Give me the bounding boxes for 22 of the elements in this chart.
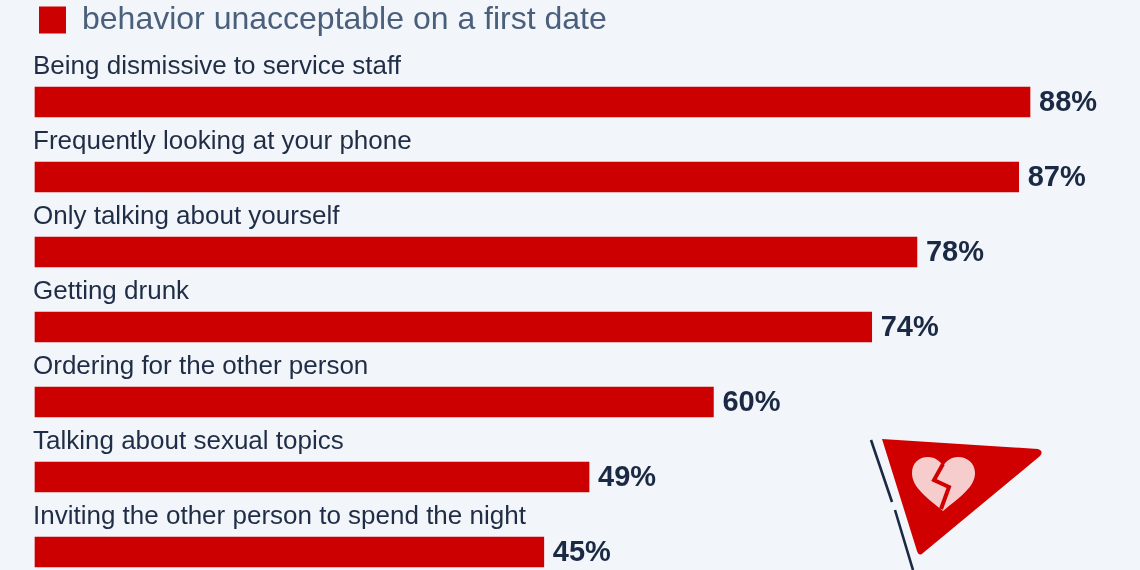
y-tick-label: Ordering for the other person [33, 350, 369, 381]
bar [34, 236, 918, 268]
bar [34, 536, 545, 568]
bar [34, 86, 1031, 118]
y-tick-label: Frequently looking at your phone [33, 125, 412, 156]
y-tick-label: Being dismissive to service staff [33, 50, 402, 81]
bar [34, 386, 714, 418]
data-label: 87% [1027, 160, 1086, 192]
bar [34, 311, 873, 343]
legend-label: behavior unacceptable on a first date [82, 0, 607, 36]
bar [34, 461, 590, 493]
y-tick-label: Talking about sexual topics [33, 425, 344, 456]
y-tick-label: Only talking about yourself [33, 200, 341, 231]
data-label: 60% [722, 385, 781, 417]
data-label: 88% [1039, 85, 1098, 117]
y-tick-label: Getting drunk [33, 275, 191, 306]
data-label: 49% [598, 460, 657, 492]
data-label: 74% [880, 310, 939, 342]
data-label: 78% [925, 235, 985, 267]
y-tick-label: Inviting the other person to spend the night [33, 500, 527, 531]
data-label: 45% [552, 535, 612, 567]
bar [34, 161, 1020, 193]
